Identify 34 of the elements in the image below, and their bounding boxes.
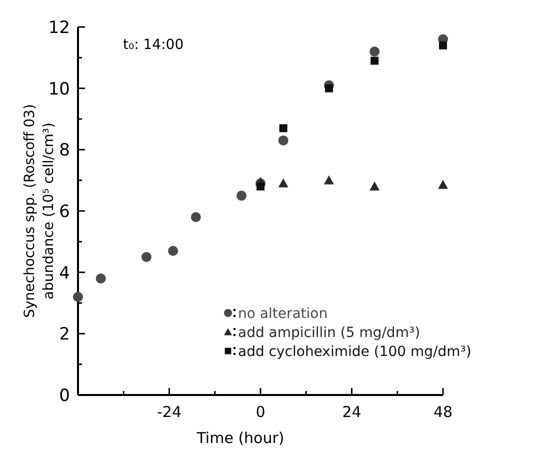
point: [190, 212, 201, 222]
point: [73, 292, 83, 302]
x-tick-label: -24: [157, 403, 182, 421]
point: [439, 41, 447, 50]
point: [236, 190, 246, 201]
x-tick-label: 0: [256, 403, 266, 421]
y-tick-label: 2: [59, 324, 70, 345]
text: no alteration: [238, 306, 328, 322]
point: [96, 273, 106, 284]
x-tick-label: 48: [433, 403, 453, 421]
annotation: t₀: 14:00: [123, 37, 184, 53]
y-tick-label: 0: [59, 386, 70, 406]
y-tick-label: 4: [59, 263, 70, 284]
y-axis-title: Synechoccus spp. (Roscoff 03) abundance (10⁵ cell/cm³): [22, 104, 57, 318]
y-tick-label: 8: [59, 140, 70, 161]
y-tick-label: 12: [48, 18, 70, 38]
point: [324, 84, 333, 92]
point: [370, 56, 379, 65]
y-tick-label: 10: [48, 79, 70, 100]
point: [256, 182, 264, 190]
point: [141, 252, 152, 262]
point: [278, 178, 288, 188]
text: add ampicillin (5 mg/dm³): [238, 325, 420, 341]
text: add cycloheximide (100 mg/dm³): [238, 344, 472, 360]
point: [279, 124, 288, 132]
x-tick-label: 24: [342, 403, 362, 421]
point: [370, 46, 380, 57]
point: [168, 246, 178, 256]
y-tick-label: 6: [59, 202, 70, 222]
point: [438, 180, 448, 189]
point: [370, 181, 380, 190]
point: [324, 175, 334, 184]
point: [278, 135, 288, 146]
x-axis-title: Time (hour): [196, 429, 284, 447]
